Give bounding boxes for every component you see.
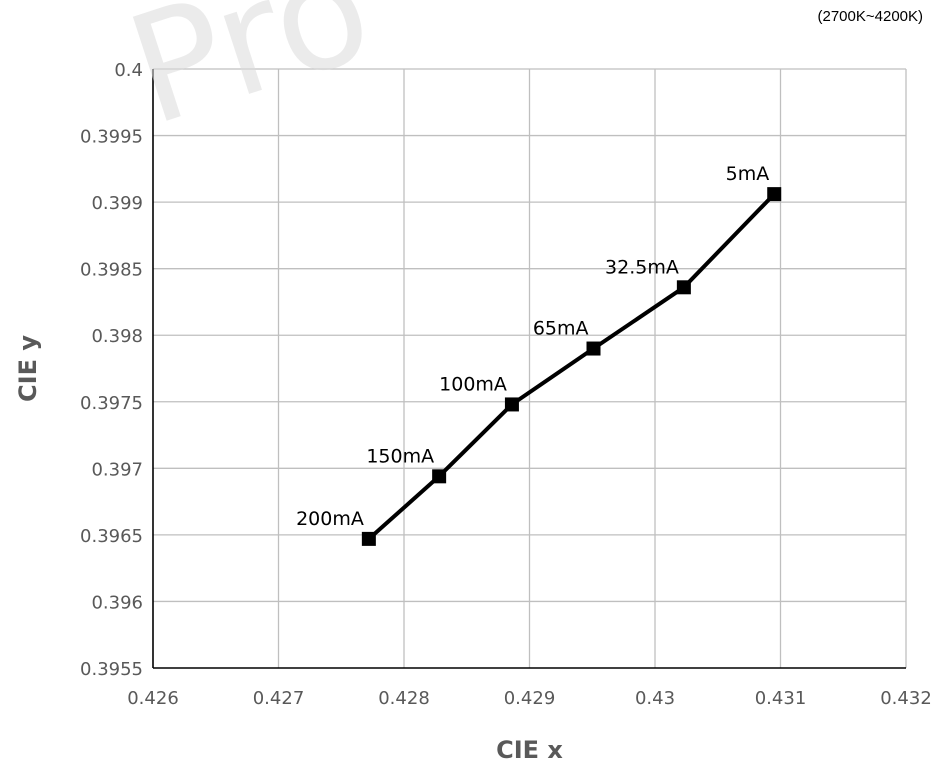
y-tick-label: 0.3985 (80, 260, 143, 281)
series-line (367, 192, 776, 541)
series-polyline (367, 192, 776, 541)
x-tick-label: 0.43 (635, 688, 675, 709)
x-axis-title: CIE x (496, 736, 563, 764)
data-point-label: 150mA (366, 445, 434, 467)
x-tick-label: 0.429 (504, 688, 556, 709)
axes (152, 69, 906, 669)
x-tick-label: 0.427 (253, 688, 305, 709)
y-tick-label: 0.396 (91, 592, 143, 613)
x-tick-label: 0.428 (378, 688, 430, 709)
cct-range-note: (2700K~4200K) (817, 8, 924, 25)
y-axis-title: CIE y (14, 335, 42, 402)
series-markers (361, 187, 782, 546)
data-point-marker (504, 397, 519, 412)
data-point-marker (767, 187, 782, 202)
y-tick-label: 0.4 (114, 60, 143, 81)
data-point-marker (676, 280, 691, 295)
x-tick-labels: 0.426 0.427 0.428 0.429 0.43 0.431 0.432 (127, 688, 932, 709)
data-point-label: 200mA (296, 508, 364, 530)
y-tick-label: 0.398 (91, 326, 143, 347)
data-point-label: 100mA (439, 373, 507, 395)
data-point-label: 5mA (726, 163, 770, 185)
y-tick-label: 0.3955 (80, 659, 143, 680)
data-point-marker (432, 469, 447, 484)
y-tick-label: 0.399 (91, 193, 143, 214)
y-tick-label: 0.3965 (80, 526, 143, 547)
data-labels: 200mA 150mA 100mA 65mA 32.5mA 5mA (296, 163, 769, 530)
y-tick-labels: 0.4 0.3995 0.399 0.3985 0.398 0.3975 0.397 0.39… (80, 60, 143, 680)
x-tick-label: 0.426 (127, 688, 179, 709)
y-tick-label: 0.3995 (80, 127, 143, 148)
data-point-label: 65mA (533, 318, 589, 340)
y-tick-label: 0.3975 (80, 393, 143, 414)
x-tick-label: 0.432 (880, 688, 932, 709)
data-point-marker (361, 531, 376, 546)
data-point-label: 32.5mA (605, 256, 679, 278)
x-tick-label: 0.431 (755, 688, 807, 709)
grid-lines (153, 68, 907, 668)
y-tick-label: 0.397 (91, 459, 143, 480)
data-point-marker (586, 341, 601, 356)
